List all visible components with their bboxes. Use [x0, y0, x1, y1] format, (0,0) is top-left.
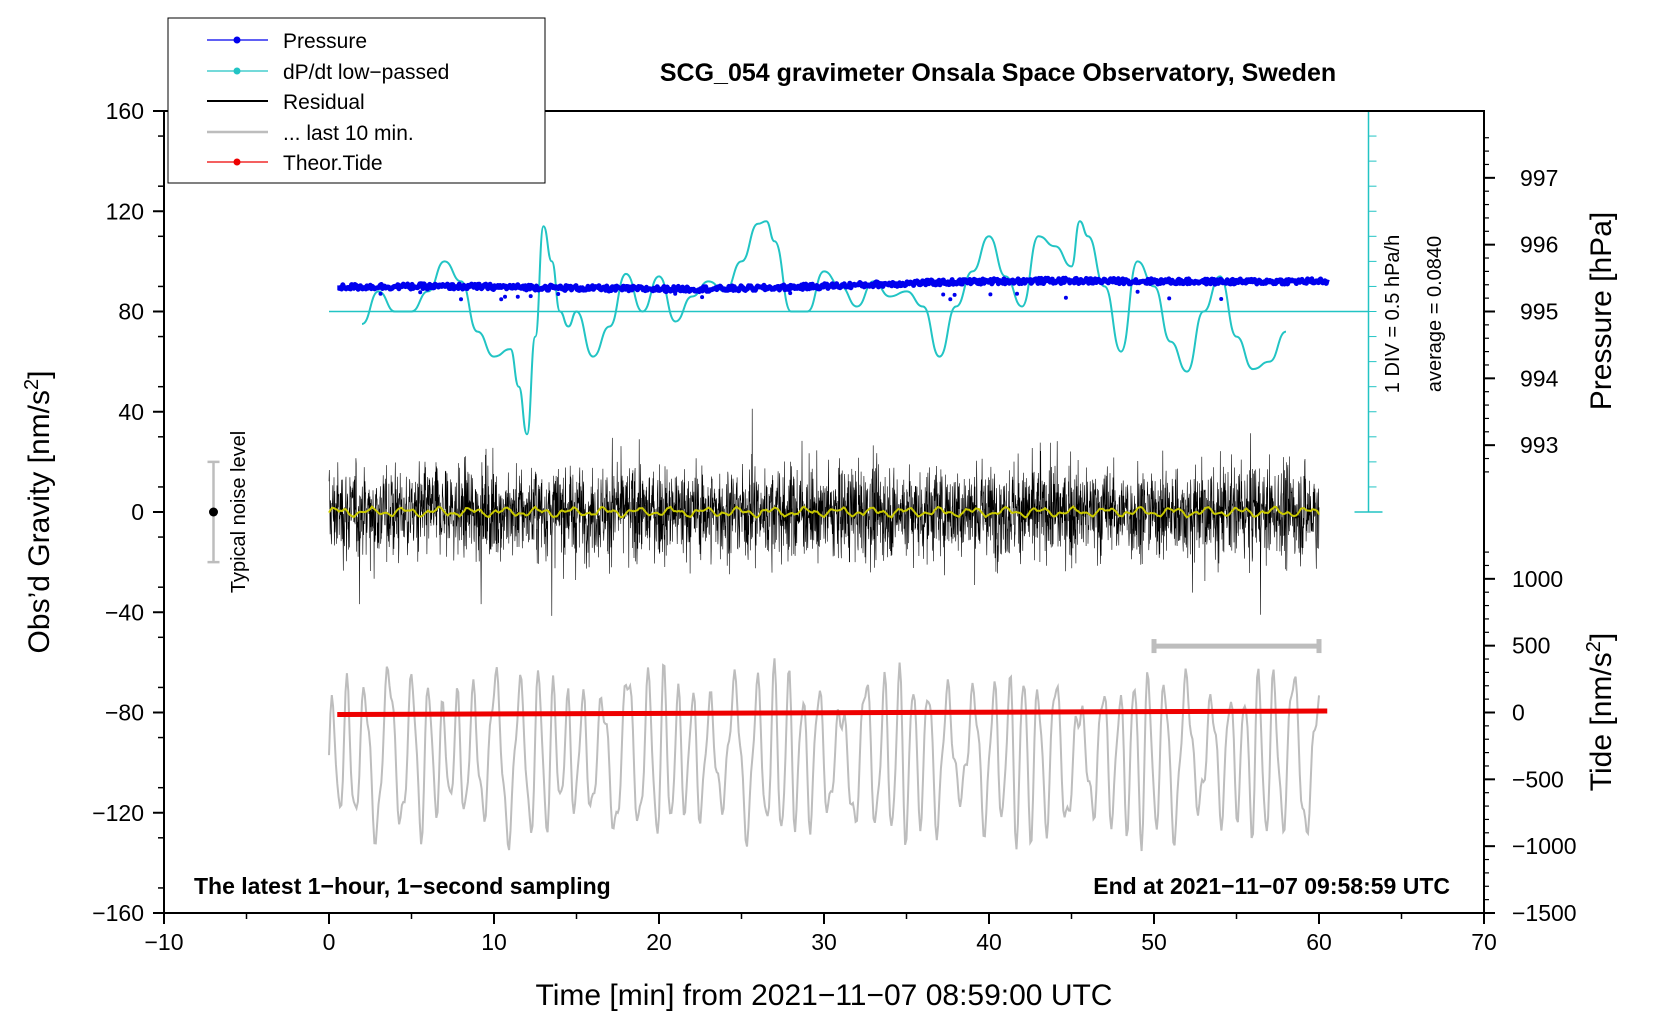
- scale-bar-average-label: average = 0.0840: [1424, 236, 1446, 392]
- y-tick-label-2: 80: [118, 299, 144, 325]
- y-axis-label: Obs’d Gravity [nm/s2]: [21, 371, 56, 654]
- pressure-outlier: [499, 297, 504, 302]
- dpdt-scale-bar: [1354, 110, 1383, 513]
- tide-axis-label: Tide [nm/s2]: [1583, 633, 1618, 791]
- pressure-outlier: [700, 295, 705, 300]
- y-tick-label-7: −120: [92, 800, 144, 826]
- pressure-outlier: [673, 291, 678, 296]
- legend-item-dpdt: dP/dt low−passed: [207, 61, 449, 84]
- legend-item-last-10-min: ... last 10 min.: [207, 122, 414, 145]
- theor-tide-series: [337, 708, 1328, 718]
- pressure-outlier: [1135, 289, 1140, 294]
- pressure-outlier: [1167, 296, 1172, 301]
- pressure-series: [335, 275, 1330, 302]
- pressure-outlier: [515, 294, 520, 299]
- legend: Pressure dP/dt low−passed Residual ... l…: [167, 17, 546, 184]
- svg-text:dP/dt low−passed: dP/dt low−passed: [283, 61, 449, 84]
- dpdt-line: [361, 220, 1287, 436]
- residual-line: [328, 408, 1320, 616]
- tide-tick-label-1: 500: [1512, 633, 1550, 659]
- y-tick-label-3: 40: [118, 399, 144, 425]
- pressure-axis-label: Pressure [hPa]: [1585, 212, 1618, 410]
- y-axis-right: 997 996 995 994 993 1000 500 0 −500 −1000 −1500: [1484, 137, 1577, 926]
- y-tick-label-5: −40: [105, 599, 144, 625]
- tide-tick-label-4: −1000: [1512, 833, 1577, 859]
- pressure-outlier: [503, 294, 507, 299]
- legend-item-residual: Residual: [207, 91, 365, 114]
- x-tick-label--10: −10: [144, 929, 183, 955]
- pressure-outlier: [1219, 297, 1224, 301]
- dpdt-series: [329, 220, 1369, 436]
- noise-level-bar: [207, 460, 220, 564]
- svg-text:Theor.Tide: Theor.Tide: [283, 152, 383, 175]
- residual-smoothed-line: [328, 505, 1320, 519]
- svg-text:... last 10 min.: ... last 10 min.: [283, 122, 414, 145]
- noise-level-label: Typical noise level: [228, 431, 250, 593]
- x-axis-label: Time [min] from 2021−11−07 08:59:00 UTC: [536, 979, 1113, 1012]
- x-tick-label-60: 60: [1306, 929, 1332, 955]
- pressure-outlier: [948, 297, 953, 302]
- chart-title: SCG_054 gravimeter Onsala Space Observat…: [660, 59, 1336, 87]
- note-sampling: The latest 1−hour, 1−second sampling: [194, 873, 611, 899]
- x-tick-label-10: 10: [481, 929, 507, 955]
- svg-text:Residual: Residual: [283, 91, 365, 114]
- x-tick-label-20: 20: [646, 929, 672, 955]
- pressure-outlier: [952, 292, 957, 297]
- legend-item-pressure: Pressure: [207, 30, 367, 53]
- pressure-tick-label-996: 996: [1520, 232, 1558, 258]
- tide-tick-label-5: −1500: [1512, 900, 1577, 926]
- x-tick-label-40: 40: [976, 929, 1002, 955]
- last-10-min-bar: [1151, 639, 1322, 654]
- pressure-outlier: [378, 291, 383, 296]
- pressure-outlier: [1015, 291, 1019, 296]
- tide-tick-label-2: 0: [1512, 700, 1525, 726]
- pressure-outlier: [556, 292, 561, 296]
- x-tick-label-0: 0: [323, 929, 336, 955]
- y-tick-label-8: −160: [92, 900, 144, 926]
- scale-bar-div-label: 1 DIV = 0.5 hPa/h: [1382, 235, 1404, 393]
- legend-item-theor-tide: Theor.Tide: [207, 152, 383, 175]
- pressure-outlier: [788, 291, 793, 296]
- theor-tide-line: [337, 708, 1328, 718]
- tide-tick-label-3: −500: [1512, 766, 1564, 792]
- pressure-line: [335, 275, 1330, 295]
- tide-tick-label-0: 1000: [1512, 566, 1563, 592]
- x-tick-label-50: 50: [1141, 929, 1167, 955]
- pressure-tick-label-995: 995: [1520, 299, 1558, 325]
- pressure-tick-label-994: 994: [1520, 365, 1559, 391]
- pressure-tick-label-993: 993: [1520, 432, 1558, 458]
- note-end-time: End at 2021−11−07 09:58:59 UTC: [1093, 873, 1450, 899]
- y-tick-label-4: 0: [131, 499, 144, 525]
- pressure-outlier: [988, 292, 993, 297]
- residual-smoothed-series: [328, 505, 1320, 519]
- residual-series: [328, 408, 1320, 616]
- y-tick-label-0: 160: [106, 98, 144, 124]
- y-axis-left: 160 120 80 40 0 −40 −80 −120 −160: [92, 98, 164, 926]
- y-tick-label-1: 120: [106, 198, 144, 224]
- last-10-min-line: [328, 658, 1320, 852]
- pressure-outlier: [418, 290, 423, 295]
- x-tick-label-30: 30: [811, 929, 837, 955]
- x-tick-label-70: 70: [1471, 929, 1497, 955]
- svg-text:Pressure: Pressure: [283, 30, 367, 53]
- pressure-outlier: [1063, 295, 1068, 300]
- noise-bar-dot: [209, 507, 218, 517]
- pressure-outlier: [941, 292, 946, 297]
- pressure-tick-label-997: 997: [1520, 165, 1558, 191]
- y-tick-label-6: −80: [105, 700, 144, 726]
- pressure-outlier: [459, 297, 463, 302]
- last-10-min-series: [328, 658, 1320, 852]
- x-axis: −10 0 10 20 30 40 50 60 70: [144, 913, 1497, 955]
- pressure-outlier: [528, 294, 533, 299]
